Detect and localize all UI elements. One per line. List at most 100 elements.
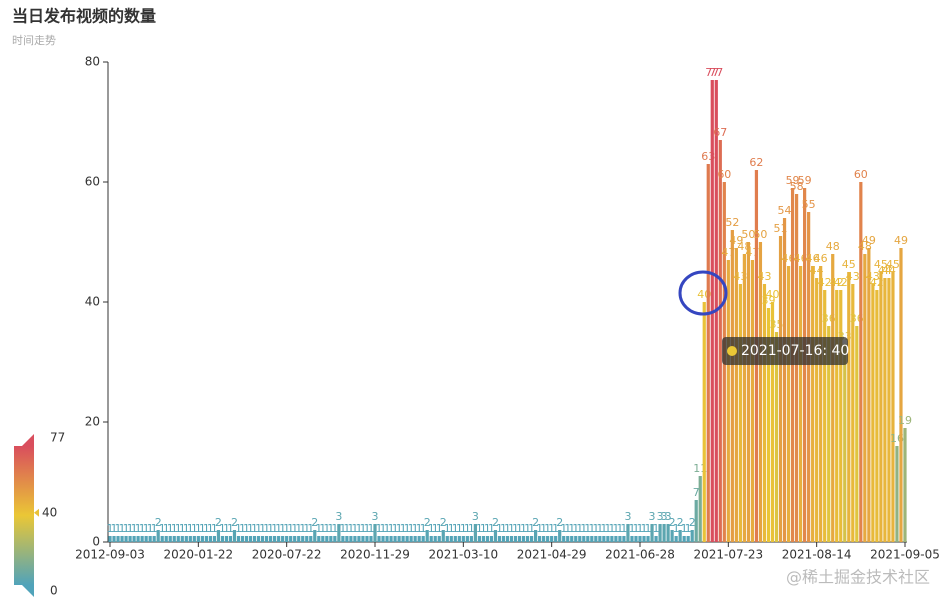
value-label: 1 [444, 522, 451, 535]
visual-map-max: 77 [50, 431, 65, 445]
value-label: 1 [516, 522, 523, 535]
visual-map-pointer [34, 508, 39, 517]
value-label: 2 [424, 516, 431, 529]
bar [670, 530, 674, 542]
bar [582, 536, 586, 542]
bar [574, 536, 578, 542]
bar [774, 332, 779, 542]
value-label: 3 [661, 510, 668, 523]
bar [357, 536, 361, 542]
value-label: 1 [291, 522, 298, 535]
bar [554, 536, 558, 542]
value-label: 43 [866, 270, 880, 283]
chart-title: 当日发布视频的数量 [12, 7, 156, 26]
bar [269, 536, 273, 542]
value-label: 1 [211, 522, 218, 535]
bar [445, 536, 449, 542]
y-tick-label: 20 [85, 415, 100, 429]
value-label: 3 [335, 510, 342, 523]
y-tick-label: 60 [85, 175, 100, 189]
bar [256, 536, 261, 542]
value-label: 49 [729, 234, 743, 247]
value-label: 1 [259, 522, 266, 535]
bar [662, 524, 666, 542]
value-label: 1 [239, 522, 246, 535]
value-label: 1 [432, 522, 439, 535]
tooltip-dot [727, 346, 737, 356]
bar [469, 536, 473, 542]
bar [481, 536, 486, 542]
bar [867, 248, 871, 542]
bar [437, 536, 441, 542]
value-label: 45 [886, 258, 900, 271]
value-label: 1 [251, 522, 258, 535]
bar [313, 530, 317, 542]
value-label: 49 [894, 234, 908, 247]
y-tick-label: 80 [85, 55, 100, 69]
value-label: 1 [641, 522, 648, 535]
bar [485, 536, 490, 542]
value-label: 50 [753, 228, 767, 241]
bar [264, 536, 269, 542]
value-label: 1 [536, 522, 543, 535]
value-label: 1 [520, 522, 527, 535]
value-label: 1 [548, 522, 555, 535]
bar [562, 536, 566, 542]
value-label: 1 [267, 522, 274, 535]
value-label: 1 [115, 522, 122, 535]
bar [546, 536, 550, 542]
bar [224, 536, 229, 542]
bar [682, 536, 686, 542]
bar [590, 536, 594, 542]
highlight-circle [678, 270, 728, 316]
bar [180, 536, 184, 542]
bar [244, 536, 249, 542]
value-label: 1 [171, 522, 178, 535]
value-label: 1 [560, 522, 567, 535]
bar [666, 524, 670, 542]
bar [305, 536, 309, 542]
bar [473, 524, 477, 542]
bar [762, 284, 767, 542]
bar [690, 530, 694, 542]
value-label: 46 [806, 252, 820, 265]
value-label: 1 [653, 522, 660, 535]
value-label: 1 [131, 522, 138, 535]
value-label: 1 [275, 522, 282, 535]
value-label: 77 [705, 66, 719, 79]
value-label: 1 [496, 522, 503, 535]
bar [140, 536, 144, 542]
bar [831, 254, 835, 542]
value-label: 1 [616, 522, 623, 535]
bar [425, 530, 429, 542]
value-label: 1 [315, 522, 322, 535]
bar [899, 248, 903, 542]
value-label: 1 [307, 522, 314, 535]
bar [517, 536, 522, 542]
value-label: 1 [191, 522, 198, 535]
bar [807, 212, 811, 542]
value-label: 1 [179, 522, 186, 535]
value-label: 1 [460, 522, 467, 535]
bar [349, 536, 353, 542]
value-label: 42 [834, 276, 848, 289]
visual-map-pointer-label: 40 [42, 505, 57, 519]
value-label: 1 [632, 522, 639, 535]
bar [678, 530, 682, 542]
bar [566, 536, 570, 542]
bar [393, 536, 397, 542]
plot-area: 0204060802012-09-03111111111111211111111… [75, 55, 940, 562]
bar [120, 536, 124, 542]
value-label: 1 [287, 522, 294, 535]
value-label: 1 [436, 522, 443, 535]
bar [248, 536, 253, 542]
bar [389, 536, 393, 542]
value-label: 1 [355, 522, 362, 535]
bar [794, 194, 799, 542]
bar [365, 536, 369, 542]
value-label: 1 [612, 522, 619, 535]
bar [337, 524, 341, 542]
bar [228, 536, 233, 542]
value-label: 1 [119, 522, 126, 535]
value-label: 52 [725, 216, 739, 229]
